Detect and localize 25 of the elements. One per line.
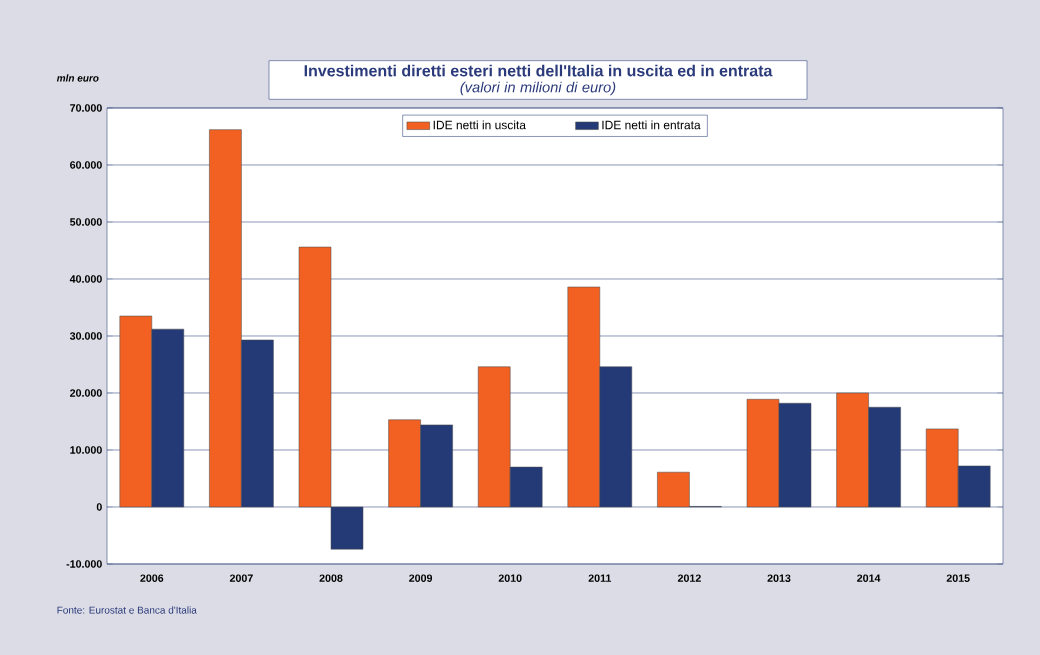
legend-label: IDE netti in entrata	[602, 120, 701, 130]
x-tick-label: 2013	[767, 574, 791, 582]
x-tick-label: 2011	[588, 574, 612, 582]
legend-label: IDE netti in uscita	[433, 120, 526, 130]
x-tick-label: 2008	[319, 574, 343, 582]
x-tick-label: 2006	[140, 574, 164, 582]
chart-title: Investimenti diretti esteri netti dell'Italia in uscita ed in entrata	[304, 64, 773, 77]
x-tick-label: 2012	[677, 574, 701, 582]
y-tick-label: 60.000	[70, 161, 102, 169]
source-note: Fonte: Eurostat e Banca d'Italia	[57, 606, 197, 614]
y-tick-label: 0	[96, 503, 102, 511]
x-tick-label: 2015	[946, 574, 970, 582]
x-tick-label: 2007	[229, 574, 253, 582]
x-tick-label: 2014	[857, 574, 881, 582]
y-axis-title: mln euro	[56, 74, 99, 82]
x-tick-label: 2009	[409, 574, 433, 582]
y-tick-label: 70.000	[70, 104, 102, 112]
y-tick-label: 50.000	[70, 218, 102, 226]
y-tick-label: -10.000	[66, 560, 102, 568]
y-tick-label: 10.000	[70, 446, 102, 454]
chart-subtitle: (valori in milioni di euro)	[460, 81, 616, 96]
y-tick-label: 30.000	[69, 332, 102, 340]
y-tick-label: 20.000	[70, 389, 102, 397]
y-tick-label: 40.000	[69, 275, 102, 283]
x-tick-label: 2010	[498, 574, 522, 582]
